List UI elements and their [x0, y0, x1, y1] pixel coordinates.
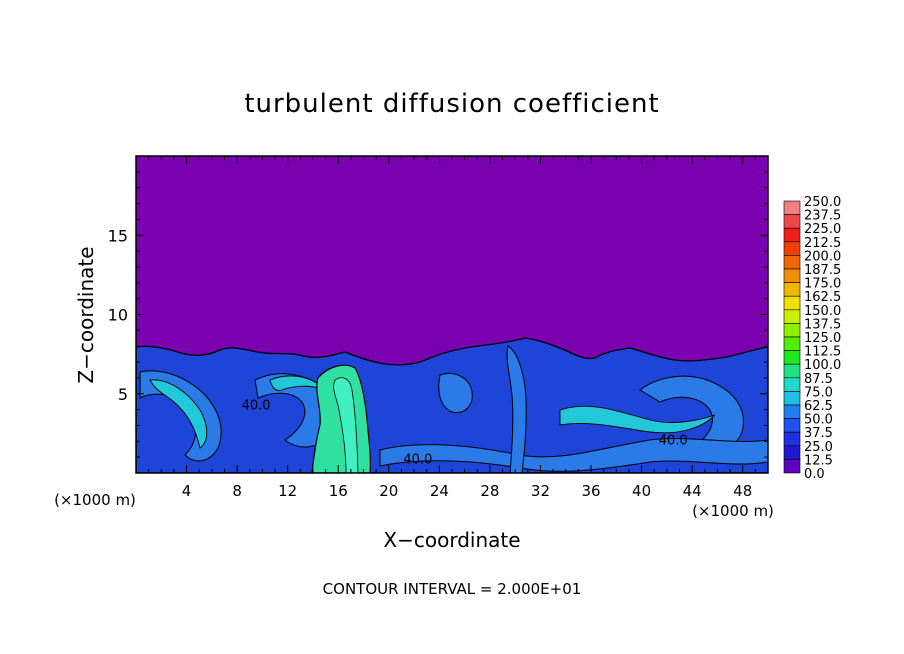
colorbar-level-label: 237.5 [804, 209, 841, 224]
colorbar-level-label: 212.5 [804, 236, 841, 251]
x-tick-label: 36 [581, 482, 600, 500]
y-tick-label: 5 [118, 385, 128, 404]
colorbar-swatch [783, 431, 801, 447]
x-tick-label: 28 [480, 482, 499, 500]
colorbar-swatch [783, 363, 801, 379]
x-tick-label: 4 [182, 482, 192, 500]
colorbar-level-label: 150.0 [804, 304, 841, 319]
y-axis-ticks: 5 10 15 [108, 171, 768, 458]
colorbar-swatch [783, 404, 801, 419]
peak-core [333, 377, 359, 473]
colorbar-swatch [783, 445, 801, 460]
colorbar-level-label: 75.0 [804, 385, 833, 400]
colorbar-legend: 250.0237.5225.0212.5200.0187.5175.0162.5… [783, 195, 841, 482]
x-tick-label: 20 [379, 482, 398, 500]
contour-label: 40.0 [403, 452, 432, 467]
colorbar-level-label: 37.5 [804, 426, 833, 441]
colorbar-swatch [783, 295, 801, 311]
colorbar-level-label: 62.5 [804, 399, 833, 414]
contour-label: 40.0 [242, 399, 271, 414]
colorbar-level-label: 50.0 [804, 413, 833, 428]
colorbar-swatch [783, 227, 801, 243]
mid-streak-31 [506, 345, 527, 473]
y-tick-label: 15 [108, 226, 128, 245]
mid-plume-24 [438, 373, 473, 414]
colorbar-level-label: 200.0 [804, 249, 841, 264]
x-tick-label: 24 [430, 482, 449, 500]
colorbar-swatch [783, 241, 801, 256]
colorbar-swatch [783, 418, 801, 433]
colorbar-swatch [783, 350, 801, 365]
x-tick-label: 8 [232, 482, 242, 500]
colorbar-swatch [783, 377, 801, 392]
colorbar-level-label: 137.5 [804, 317, 841, 332]
high-arc-center [269, 375, 326, 391]
contour-labels: 40.0 40.0 40.0 [242, 399, 688, 468]
colorbar-level-label: 250.0 [804, 195, 841, 210]
colorbar-swatch [783, 336, 801, 351]
x-unit-left: (×1000 m) [54, 491, 136, 509]
colorbar-level-label: 112.5 [804, 345, 841, 360]
x-unit-right: (×1000 m) [692, 502, 774, 520]
colorbar-swatch [783, 391, 801, 406]
colorbar-level-label: 175.0 [804, 277, 841, 292]
x-tick-label: 32 [531, 482, 550, 500]
high-band-right [559, 405, 716, 434]
colorbar-swatch [783, 282, 801, 297]
x-axis-ticks: 4 8 12 16 20 24 28 32 36 40 44 48 [148, 156, 756, 500]
colorbar-swatch [783, 309, 801, 324]
colorbar-level-label: 87.5 [804, 372, 833, 387]
colorbar-swatch [783, 459, 801, 474]
colorbar-swatch [783, 268, 801, 283]
colorbar-level-label: 100.0 [804, 358, 841, 373]
colorbar-level-label: 225.0 [804, 222, 841, 237]
colorbar-swatch [783, 323, 801, 338]
colorbar-level-label: 162.5 [804, 290, 841, 305]
colorbar-level-label: 0.0 [804, 467, 825, 482]
contour-label: 40.0 [659, 433, 688, 448]
colorbar-swatch [783, 214, 801, 229]
chart-title: turbulent diffusion coefficient [244, 89, 659, 119]
x-axis-label: X−coordinate [383, 528, 520, 552]
x-tick-label: 12 [278, 482, 297, 500]
y-axis-label: Z−coordinate [74, 246, 98, 383]
x-tick-label: 16 [329, 482, 348, 500]
x-tick-label: 48 [733, 482, 752, 500]
high-band-left [149, 379, 208, 449]
colorbar-swatch [783, 200, 801, 215]
colorbar-swatch [783, 255, 801, 270]
plot-area [136, 156, 768, 473]
colorbar-level-label: 25.0 [804, 440, 833, 455]
y-tick-label: 10 [108, 306, 128, 325]
colorbar-level-label: 125.0 [804, 331, 841, 346]
colorbar-level-label: 12.5 [804, 453, 833, 468]
x-tick-label: 40 [632, 482, 651, 500]
contour-interval-note: CONTOUR INTERVAL = 2.000E+01 [323, 580, 582, 598]
x-tick-label: 44 [683, 482, 702, 500]
colorbar-level-label: 187.5 [804, 263, 841, 278]
